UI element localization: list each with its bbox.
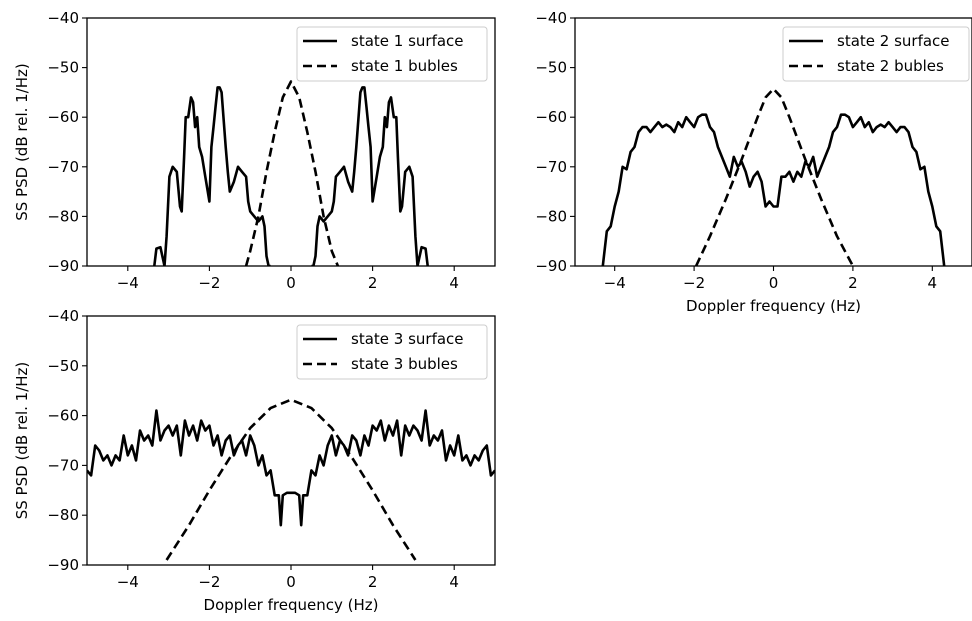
x-tick-label: 2 [368, 573, 378, 591]
x-tick-label: 4 [449, 573, 459, 591]
x-tick-label: 0 [286, 573, 296, 591]
y-axis-label: SS PSD (dB rel. 1/Hz) [13, 362, 31, 520]
legend: state 3 surface state 3 bubles [296, 324, 488, 380]
y-axis-label: SS PSD (dB rel. 1/Hz) [13, 63, 31, 221]
legend-box [296, 26, 488, 82]
series-group [87, 398, 495, 561]
legend-entry: state 3 surface [351, 330, 464, 348]
legend-entry: state 3 bubles [351, 355, 458, 373]
series-line-1-2 [311, 86, 429, 266]
y-tick-label: −60 [47, 108, 79, 126]
legend-box [296, 324, 488, 380]
x-tick-label: −4 [117, 573, 139, 591]
y-tick-label: −70 [47, 158, 79, 176]
y-tick-label: −50 [535, 59, 567, 77]
y-tick-label: −70 [47, 456, 79, 474]
x-tick-label: −2 [198, 274, 220, 292]
series-line-1-3 [244, 80, 340, 266]
series-group [601, 87, 946, 266]
y-tick-label: −90 [47, 556, 79, 574]
legend-entry: state 2 bubles [837, 57, 944, 75]
x-tick-label: −4 [117, 274, 139, 292]
chart-panel-2: −4 −2 0 2 4 −40 −50 −60 −70 −80 −90 Doppler frequen… [535, 9, 972, 315]
x-tick-label: −4 [604, 274, 626, 292]
x-tick-label: −2 [198, 573, 220, 591]
chart-panel-1: −4 −2 0 2 4 −40 −50 −60 −70 −80 −90 SS PSD (dB rel.… [13, 9, 496, 292]
y-tick-label: −40 [47, 307, 79, 325]
y-tick-label: −40 [535, 9, 567, 27]
x-tick-label: 2 [368, 274, 378, 292]
series-line-2-1 [601, 113, 946, 266]
x-tick-label: 0 [769, 274, 779, 292]
y-tick-label: −70 [535, 158, 567, 176]
y-tick-label: −40 [47, 9, 79, 27]
legend: state 2 surface state 2 bubles [782, 26, 970, 82]
series-line-2-2 [694, 87, 855, 266]
x-axis-label: Doppler frequency (Hz) [204, 596, 379, 614]
x-tick-label: −2 [683, 274, 705, 292]
y-tick-label: −80 [535, 207, 567, 225]
chart-panel-3: −4 −2 0 2 4 −40 −50 −60 −70 −80 −90 SS PSD (dB rel.… [13, 307, 496, 614]
legend-entry: state 1 bubles [351, 57, 458, 75]
y-tick-label: −80 [47, 207, 79, 225]
series-line-3-1 [87, 409, 495, 527]
x-tick-label: 2 [848, 274, 858, 292]
legend-entry: state 1 surface [351, 32, 464, 50]
series-group [153, 80, 429, 266]
legend: state 1 surface state 1 bubles [296, 26, 488, 82]
y-tick-label: −80 [47, 506, 79, 524]
x-tick-label: 0 [286, 274, 296, 292]
y-tick-label: −60 [535, 108, 567, 126]
x-tick-label: 4 [449, 274, 459, 292]
x-axis-label: Doppler frequency (Hz) [686, 297, 861, 315]
legend-box [782, 26, 970, 82]
series-line-1-1 [153, 86, 271, 266]
y-tick-label: −50 [47, 59, 79, 77]
y-tick-label: −60 [47, 407, 79, 425]
x-tick-label: 4 [928, 274, 938, 292]
legend-entry: state 2 surface [837, 32, 950, 50]
series-line-3-2 [165, 398, 417, 561]
y-tick-label: −90 [535, 257, 567, 275]
y-tick-label: −90 [47, 257, 79, 275]
y-tick-label: −50 [47, 357, 79, 375]
